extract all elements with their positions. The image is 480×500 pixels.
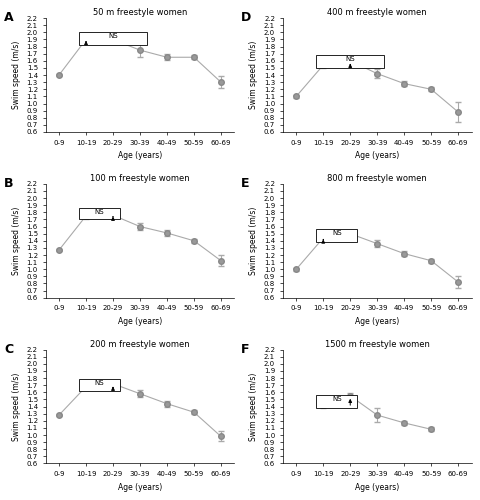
Y-axis label: Swim speed (m/s): Swim speed (m/s): [12, 206, 21, 275]
Text: NS: NS: [332, 230, 342, 236]
Bar: [79, 380, 120, 391]
Y-axis label: Swim speed (m/s): Swim speed (m/s): [12, 372, 21, 440]
X-axis label: Age (years): Age (years): [355, 317, 399, 326]
Text: D: D: [241, 12, 252, 24]
Title: 1500 m freestyle women: 1500 m freestyle women: [325, 340, 430, 349]
Text: NS: NS: [108, 33, 118, 39]
Text: NS: NS: [332, 396, 342, 402]
X-axis label: Age (years): Age (years): [118, 317, 162, 326]
Bar: [316, 55, 384, 68]
X-axis label: Age (years): Age (years): [118, 482, 162, 492]
Text: C: C: [4, 343, 13, 356]
Y-axis label: Swim speed (m/s): Swim speed (m/s): [249, 372, 258, 440]
Title: 100 m freestyle women: 100 m freestyle women: [90, 174, 190, 183]
X-axis label: Age (years): Age (years): [118, 151, 162, 160]
Text: F: F: [241, 343, 250, 356]
Bar: [79, 208, 120, 220]
Title: 800 m freestyle women: 800 m freestyle women: [327, 174, 427, 183]
Title: 200 m freestyle women: 200 m freestyle women: [90, 340, 190, 349]
Text: B: B: [4, 177, 13, 190]
X-axis label: Age (years): Age (years): [355, 482, 399, 492]
Y-axis label: Swim speed (m/s): Swim speed (m/s): [249, 206, 258, 275]
X-axis label: Age (years): Age (years): [355, 151, 399, 160]
Bar: [79, 32, 147, 45]
Bar: [316, 395, 357, 408]
Text: NS: NS: [95, 209, 104, 215]
Title: 400 m freestyle women: 400 m freestyle women: [327, 8, 427, 18]
Text: NS: NS: [95, 380, 104, 386]
Text: A: A: [4, 12, 13, 24]
Text: E: E: [241, 177, 250, 190]
Y-axis label: Swim speed (m/s): Swim speed (m/s): [249, 41, 258, 109]
Y-axis label: Swim speed (m/s): Swim speed (m/s): [12, 41, 21, 109]
Title: 50 m freestyle women: 50 m freestyle women: [93, 8, 187, 18]
Bar: [316, 230, 357, 242]
Text: NS: NS: [346, 56, 355, 62]
